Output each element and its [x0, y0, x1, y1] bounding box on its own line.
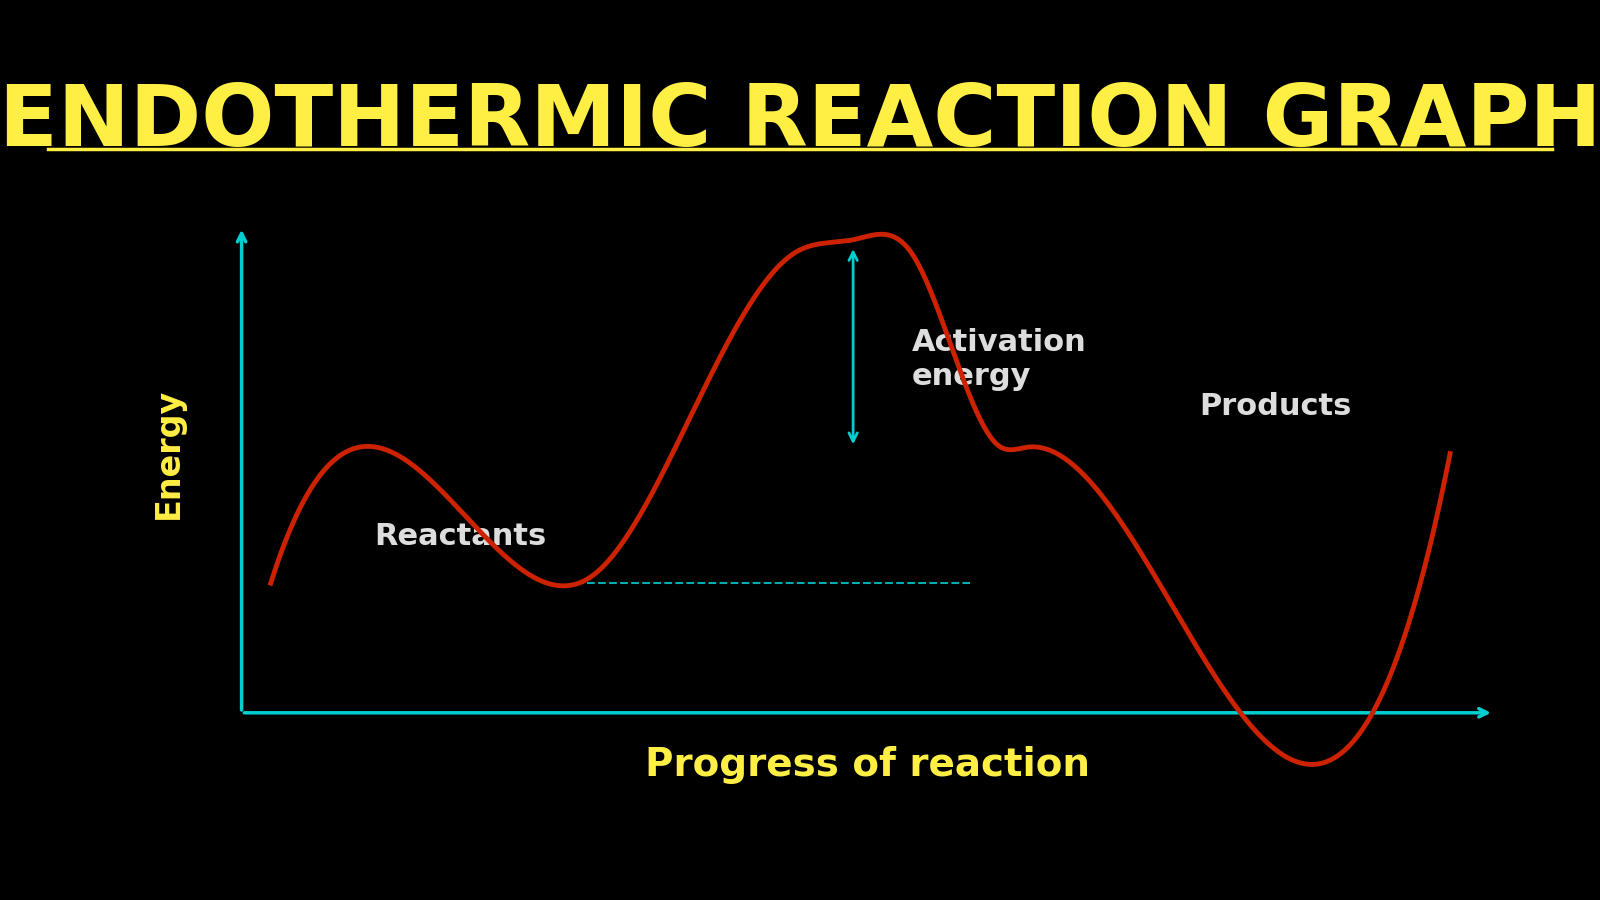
- Text: Progress of reaction: Progress of reaction: [645, 746, 1090, 784]
- Text: Energy: Energy: [152, 388, 186, 519]
- Text: ENDOTHERMIC REACTION GRAPH: ENDOTHERMIC REACTION GRAPH: [0, 81, 1600, 164]
- Text: Reactants: Reactants: [374, 522, 546, 551]
- Text: Activation
energy: Activation energy: [912, 328, 1086, 391]
- Text: Products: Products: [1198, 392, 1352, 421]
